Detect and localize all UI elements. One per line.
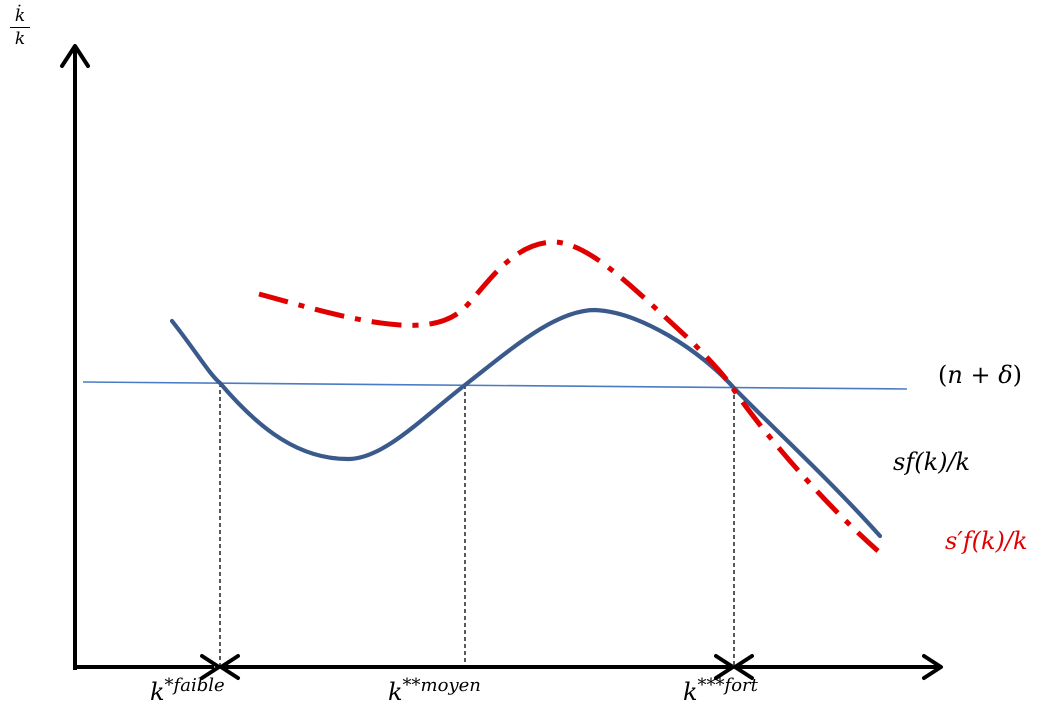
equilibrium-moyen-base: k — [388, 678, 403, 706]
y-axis-label-numerator: k̇ — [14, 6, 26, 26]
curve-sfk-label: sf(k)/k — [893, 448, 971, 476]
equilibrium-moyen-sup: **moyen — [402, 675, 481, 696]
arrowhead-fort-left — [733, 654, 754, 680]
n-delta-label: (n + δ) — [938, 361, 1022, 389]
curve-s-prime-fk-label: s′f(k)/k — [945, 527, 1028, 555]
y-axis-label-denominator: k — [14, 29, 26, 49]
n-delta-line — [82, 381, 908, 390]
n-delta-close-paren: ) — [1012, 361, 1023, 389]
equilibrium-label-moyen: k**moyen — [388, 675, 481, 707]
n-delta-plus: + — [962, 361, 999, 389]
n-delta-var-n: n — [947, 361, 963, 389]
y-axis-label: k̇ k — [10, 6, 30, 49]
equilibrium-fort-sup: ***fort — [697, 675, 758, 696]
n-delta-open-paren: ( — [938, 361, 948, 389]
equilibrium-label-fort: k***fort — [683, 675, 758, 707]
equilibrium-faible-sup: *faible — [164, 675, 225, 696]
curve-sfk — [169, 307, 883, 539]
y-axis-label-fraction-bar — [10, 27, 30, 28]
equilibrium-label-faible: k*faible — [150, 675, 225, 707]
equilibrium-faible-base: k — [150, 678, 165, 706]
n-delta-var-delta: δ — [998, 361, 1013, 389]
arrowhead-faible-left — [219, 654, 240, 680]
curve-s-prime-fk — [258, 239, 880, 553]
equilibrium-fort-base: k — [683, 678, 698, 706]
x-axis-arrowhead — [922, 654, 943, 680]
y-axis-arrowhead — [60, 44, 90, 68]
